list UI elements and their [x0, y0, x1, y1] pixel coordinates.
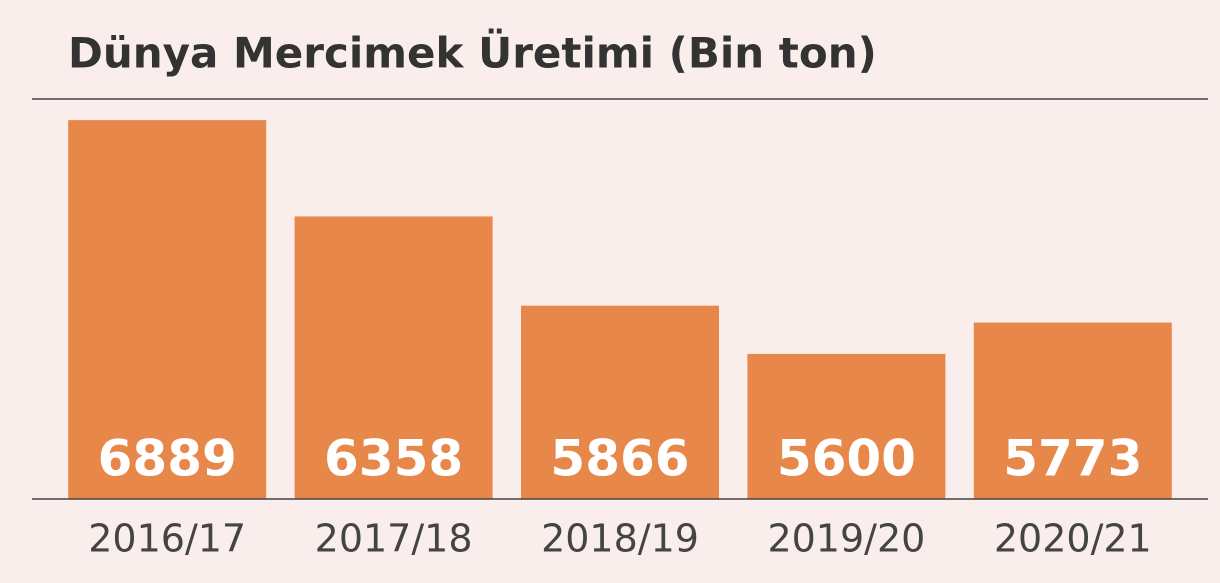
chart-title: Dünya Mercimek Üretimi (Bin ton) [68, 28, 877, 78]
value-label: 6889 [98, 430, 237, 488]
value-label: 5866 [550, 430, 689, 488]
bar [68, 120, 267, 500]
x-tick-label: 2020/21 [994, 517, 1152, 561]
value-label: 6358 [324, 430, 463, 488]
x-tick-label: 2016/17 [88, 517, 246, 561]
x-tick-label: 2018/19 [541, 517, 699, 561]
x-tick-label: 2019/20 [767, 517, 925, 561]
x-tick-label: 2017/18 [315, 517, 473, 561]
bar [521, 305, 719, 499]
bar [973, 322, 1172, 499]
value-label: 5773 [1003, 430, 1142, 488]
bar [294, 216, 493, 499]
value-label: 5600 [777, 430, 916, 488]
bar [747, 353, 946, 499]
